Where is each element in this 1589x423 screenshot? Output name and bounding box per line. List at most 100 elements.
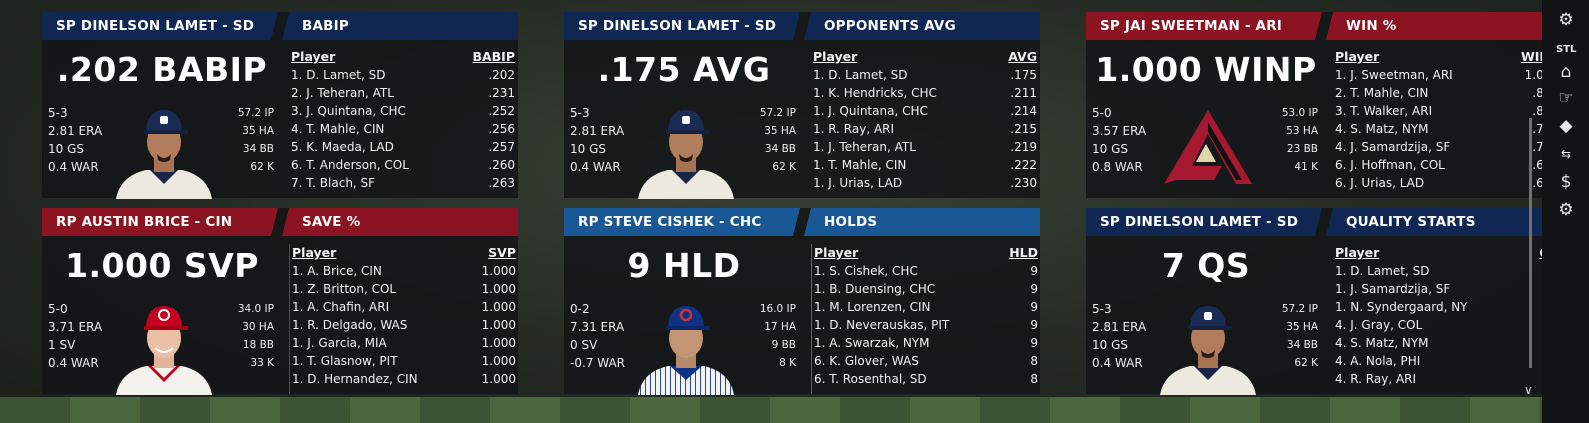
- stat-games: 10 GS: [570, 142, 606, 156]
- table-row[interactable]: 3. J. Quintana, CHC .252: [291, 104, 515, 118]
- settings-icon[interactable]: ⚙: [1558, 200, 1574, 220]
- stat-games: 10 GS: [1092, 338, 1128, 352]
- table-row[interactable]: 1. R. Delgado, WAS 1.000: [292, 318, 516, 332]
- team-label[interactable]: STL: [1556, 44, 1577, 55]
- table-row[interactable]: 1. T. Mahle, CIN .222: [813, 158, 1037, 172]
- player-header: RP AUSTIN BRICE - CIN: [42, 208, 278, 236]
- table-row[interactable]: 1. T. Glasnow, PIT 1.000: [292, 354, 516, 368]
- stat-ha: 35 HA: [242, 125, 274, 137]
- table-row[interactable]: 4. A. Nola, PHI6: [1335, 354, 1559, 368]
- trade-icon[interactable]: ☞: [1558, 88, 1574, 108]
- table-row[interactable]: 1. J. Teheran, ATL .219: [813, 140, 1037, 154]
- leader-card-opponents-avg[interactable]: SP DINELSON LAMET - SD OPPONENTS AVG .17…: [564, 12, 1040, 199]
- table-row[interactable]: 1. A. Swarzak, NYM 9: [814, 336, 1038, 350]
- category-header: OPPONENTS AVG: [804, 12, 1040, 40]
- team-logo: [1152, 104, 1264, 199]
- player-photo: [630, 104, 742, 199]
- table-row[interactable]: 1. J. Urias, LAD .230: [813, 176, 1037, 190]
- table-row[interactable]: 5. K. Maeda, LAD .257: [291, 140, 515, 154]
- stat-record: 5-0: [48, 302, 68, 316]
- table-row[interactable]: 1. A. Brice, CIN 1.000: [292, 264, 516, 278]
- table-row[interactable]: 1. J. Quintana, CHC .214: [813, 104, 1037, 118]
- leader-card-babip[interactable]: SP DINELSON LAMET - SD BABIP .202 BABIP …: [42, 12, 518, 199]
- table-row[interactable]: 6. T. Anderson, COL .260: [291, 158, 515, 172]
- table-row[interactable]: 1. M. Lorenzen, CIN 9: [814, 300, 1038, 314]
- stat-ip: 57.2 IP: [759, 107, 796, 119]
- table-row[interactable]: 2. T. Mahle, CIN.833: [1335, 86, 1559, 100]
- scroll-down-icon[interactable]: ∨: [1524, 383, 1533, 397]
- stat-k: 62 K: [1294, 357, 1318, 369]
- table-header: Player HLD: [814, 245, 1038, 260]
- player-photo: [630, 300, 742, 395]
- gear-icon[interactable]: ⚙: [1558, 10, 1574, 30]
- leaderboard-table: Player HLD 1. S. Cishek, CHC 9 1. B. Duens…: [811, 244, 1040, 394]
- table-row[interactable]: 1. S. Cishek, CHC 9: [814, 264, 1038, 278]
- stat-record: 0-2: [570, 302, 590, 316]
- table-row[interactable]: 1. D. Lamet, SD .202: [291, 68, 515, 82]
- table-row[interactable]: 1. D. Lamet, SD7: [1335, 264, 1559, 278]
- table-row[interactable]: 1. J. Samardzija, SF7: [1335, 282, 1559, 296]
- table-row[interactable]: 1. Z. Britton, COL 1.000: [292, 282, 516, 296]
- table-row[interactable]: 6. T. Rosenthal, SD 8: [814, 372, 1038, 386]
- stat-record: 5-3: [570, 106, 590, 120]
- home-icon[interactable]: ⌂: [1560, 62, 1572, 82]
- table-row[interactable]: 4. T. Mahle, CIN .256: [291, 122, 515, 136]
- table-row[interactable]: 1. B. Duensing, CHC 9: [814, 282, 1038, 296]
- table-row[interactable]: 1. A. Chafin, ARI 1.000: [292, 300, 516, 314]
- table-row[interactable]: 1. J. Garcia, MIA 1.000: [292, 336, 516, 350]
- leader-card-quality-starts[interactable]: SP DINELSON LAMET - SD QUALITY STARTS 7 …: [1086, 208, 1562, 395]
- category-header: QUALITY STARTS: [1326, 208, 1562, 236]
- stat-ip: 53.0 IP: [1281, 107, 1318, 119]
- table-row[interactable]: 4. J. Samardzija, SF.714: [1335, 140, 1559, 154]
- category-header: HOLDS: [804, 208, 1040, 236]
- stat-bb: 34 BB: [242, 143, 274, 155]
- table-row[interactable]: 6. J. Hoffman, COL.667: [1335, 158, 1559, 172]
- stat-saves: 0 SV: [570, 338, 598, 352]
- dollar-icon[interactable]: $: [1560, 172, 1572, 192]
- table-row[interactable]: 1. D. Hernandez, CIN 1.000: [292, 372, 516, 386]
- player-photo: [108, 300, 220, 395]
- leader-card-holds[interactable]: RP STEVE CISHEK - CHC HOLDS 9 HLD 0-2 7.…: [564, 208, 1040, 395]
- table-row[interactable]: 4. S. Matz, NYM6: [1335, 336, 1559, 350]
- table-header: Player AVG: [813, 49, 1037, 64]
- table-row[interactable]: 7. T. Blach, SF .263: [291, 176, 515, 190]
- table-row[interactable]: 4. S. Matz, NYM.714: [1335, 122, 1559, 136]
- table-row[interactable]: 2. J. Teheran, ATL .231: [291, 86, 515, 100]
- table-row[interactable]: 3. T. Walker, ARI.800: [1335, 104, 1559, 118]
- table-row[interactable]: 1. K. Hendricks, CHC .211: [813, 86, 1037, 100]
- stat-ha: 35 HA: [1286, 321, 1318, 333]
- transfer-icon[interactable]: ⇆: [1560, 147, 1572, 161]
- big-stat: 9 HLD: [627, 246, 741, 285]
- tag-icon[interactable]: ◆: [1559, 116, 1573, 136]
- stat-bb: 34 BB: [1286, 339, 1318, 351]
- stat-ip: 57.2 IP: [1281, 303, 1318, 315]
- table-row[interactable]: 1. D. Lamet, SD .175: [813, 68, 1037, 82]
- stat-era: 3.57 ERA: [1092, 124, 1147, 138]
- leader-card-win-pct[interactable]: SP JAI SWEETMAN - ARI WIN % 1.000 WINP 5…: [1086, 12, 1562, 198]
- leaderboard-table: PlayerQS 1. D. Lamet, SD7 1. J. Samardzi…: [1333, 244, 1561, 394]
- table-row[interactable]: 6. J. Urias, LAD.667: [1335, 176, 1559, 190]
- table-row[interactable]: 1. R. Ray, ARI .215: [813, 122, 1037, 136]
- stat-war: 0.4 WAR: [48, 160, 99, 174]
- leaderboard-table: Player SVP 1. A. Brice, CIN 1.000 1. Z. Br…: [289, 244, 518, 394]
- big-stat: .202 BABIP: [56, 50, 268, 89]
- stat-ip: 16.0 IP: [759, 303, 796, 315]
- table-header: PlayerQS: [1335, 245, 1559, 260]
- table-header: Player BABIP: [291, 49, 515, 64]
- table-row[interactable]: 6. K. Glover, WAS 8: [814, 354, 1038, 368]
- big-stat: 1.000 WINP: [1095, 50, 1317, 89]
- scrollbar-thumb[interactable]: [1529, 118, 1532, 368]
- table-row[interactable]: 1. N. Syndergaard, NY7: [1335, 300, 1559, 314]
- stat-war: 0.4 WAR: [570, 160, 621, 174]
- stat-era: 3.71 ERA: [48, 320, 103, 334]
- leader-card-save-pct[interactable]: RP AUSTIN BRICE - CIN SAVE % 1.000 SVP 5…: [42, 208, 518, 395]
- stat-record: 5-3: [48, 106, 68, 120]
- stat-ip: 34.0 IP: [237, 303, 274, 315]
- stat-war: 0.8 WAR: [1092, 160, 1143, 174]
- table-row[interactable]: 1. D. Neverauskas, PIT 9: [814, 318, 1038, 332]
- category-header: WIN %: [1326, 12, 1562, 40]
- big-stat: .175 AVG: [597, 50, 771, 89]
- leaderboard-table: Player AVG 1. D. Lamet, SD .175 1. K. Hend…: [811, 48, 1039, 198]
